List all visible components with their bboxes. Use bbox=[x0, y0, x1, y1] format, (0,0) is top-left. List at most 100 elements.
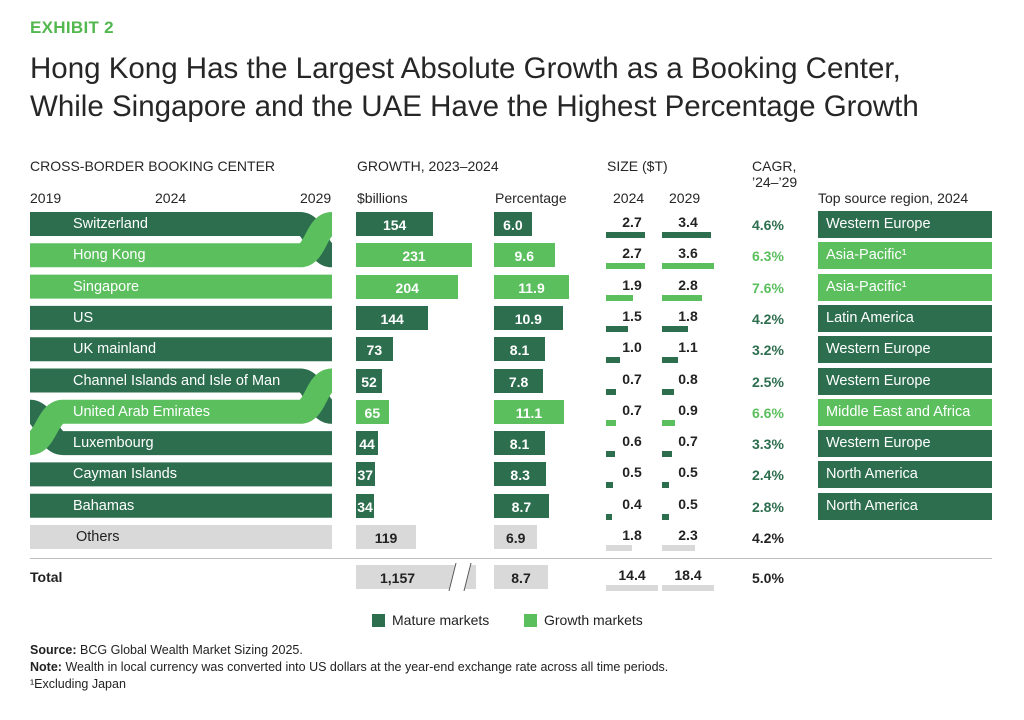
growth-pct-label-channel-islands-and-isle-of-man: 7.8 bbox=[508, 373, 529, 390]
growth-pct-bar-cayman-islands bbox=[494, 462, 547, 487]
year-2029-label: 2029 bbox=[300, 190, 332, 206]
region-box-us: Latin America bbox=[818, 304, 992, 332]
center-label-channel-islands-and-isle-of-man: Channel Islands and Isle of Man bbox=[73, 372, 281, 389]
cagr-value-cayman-islands: 2.4% bbox=[752, 467, 784, 484]
growth-billions-label-us: 144 bbox=[380, 310, 404, 327]
exhibit-label: EXHIBIT 2 bbox=[30, 18, 114, 37]
size-2029-bar-cayman-islands bbox=[662, 482, 670, 489]
size-2029-label: 2029 bbox=[669, 190, 701, 206]
total-billions-bar-left bbox=[356, 565, 460, 589]
region-box-singapore: Asia-Pacific¹ bbox=[818, 273, 992, 301]
growth-billions-bar-others bbox=[356, 525, 416, 549]
growth-pct-bar-us bbox=[494, 305, 563, 330]
size-2029-value-switzerland: 3.4 bbox=[678, 214, 698, 230]
center-label-switzerland: Switzerland bbox=[73, 216, 148, 232]
note-text: Wealth in local currency was converted i… bbox=[65, 660, 669, 674]
growth-billions-bar-us bbox=[356, 305, 429, 330]
header-cagr-line-2: ’24–’29 bbox=[752, 174, 798, 190]
size-2029-value-luxembourg: 0.7 bbox=[678, 433, 698, 450]
year-2019-label: 2019 bbox=[30, 190, 62, 206]
region-box-luxembourg: Western Europe bbox=[818, 430, 992, 458]
center-label-others: Others bbox=[76, 529, 120, 545]
growth-pct-label-united-arab-emirates: 11.1 bbox=[515, 404, 543, 421]
growth-billions-label-switzerland: 154 bbox=[382, 217, 407, 233]
center-label-uk-mainland: UK mainland bbox=[73, 341, 157, 358]
growth-billions-bar-switzerland bbox=[356, 212, 434, 236]
cagr-value-luxembourg: 3.3% bbox=[752, 436, 784, 453]
header-size: SIZE ($T) bbox=[607, 158, 668, 174]
region-box-cayman-islands: North America bbox=[818, 461, 992, 489]
growth-billions-bar-united-arab-emirates bbox=[356, 399, 389, 424]
growth-billions-bar-uk-mainland bbox=[356, 337, 393, 362]
size-2024-bar-us bbox=[606, 325, 628, 332]
header-cagr-line-1: CAGR, bbox=[752, 158, 797, 174]
size-2024-value-luxembourg: 0.6 bbox=[622, 433, 642, 450]
growth-pct-bar-switzerland bbox=[494, 212, 532, 236]
rank-ribbon-united-arab-emirates bbox=[27, 368, 335, 456]
center-label-cayman-islands: Cayman Islands bbox=[73, 466, 177, 483]
source-text: BCG Global Wealth Market Sizing 2025. bbox=[80, 643, 303, 657]
center-label-bahamas: Bahamas bbox=[73, 497, 135, 514]
growth-billions-label-hong-kong: 231 bbox=[402, 248, 426, 265]
legend-growth-swatch bbox=[524, 614, 537, 627]
size-2024-bar-united-arab-emirates bbox=[606, 419, 617, 426]
billions-label: $billions bbox=[357, 190, 408, 206]
region-box-hong-kong: Asia-Pacific¹ bbox=[818, 242, 992, 270]
size-2024-bar-singapore bbox=[606, 294, 634, 301]
center-label-singapore: Singapore bbox=[73, 278, 140, 295]
note-line: Note: Wealth in local currency was conve… bbox=[30, 660, 668, 674]
size-2024-bar-uk-mainland bbox=[606, 357, 621, 364]
size-2029-bar-united-arab-emirates bbox=[662, 419, 675, 426]
footnote: ¹Excluding Japan bbox=[30, 677, 126, 691]
size-2024-bar-switzerland bbox=[606, 232, 645, 238]
growth-pct-label-bahamas: 8.7 bbox=[511, 498, 532, 515]
size-2024-bar-luxembourg bbox=[606, 451, 615, 458]
region-box-switzerland: Western Europe bbox=[818, 211, 992, 238]
growth-billions-label-others: 119 bbox=[374, 530, 398, 546]
growth-billions-label-bahamas: 34 bbox=[357, 498, 373, 515]
size-2024-bar-others bbox=[606, 545, 632, 551]
cagr-value-hong-kong: 6.3% bbox=[752, 248, 784, 265]
size-2029-value-bahamas: 0.5 bbox=[678, 495, 698, 512]
growth-pct-label-singapore: 11.9 bbox=[518, 279, 545, 296]
size-2029-bar-others bbox=[662, 545, 696, 551]
growth-billions-label-united-arab-emirates: 65 bbox=[364, 404, 381, 421]
region-header: Top source region, 2024 bbox=[818, 190, 969, 206]
total-pct-bar bbox=[494, 565, 548, 589]
growth-billions-label-luxembourg: 44 bbox=[359, 436, 375, 453]
size-2024-value-others: 1.8 bbox=[622, 527, 642, 543]
size-2029-bar-channel-islands-and-isle-of-man bbox=[662, 388, 674, 395]
size-2029-bar-switzerland bbox=[662, 232, 712, 238]
legend-mature-swatch bbox=[372, 614, 385, 627]
size-2029-value-hong-kong: 3.6 bbox=[678, 245, 698, 262]
size-2024-value-singapore: 1.9 bbox=[622, 276, 642, 293]
growth-billions-bar-luxembourg bbox=[356, 431, 379, 456]
total-divider bbox=[30, 558, 992, 559]
source-line: Source: BCG Global Wealth Market Sizing … bbox=[30, 643, 303, 657]
total-size-2024-bar bbox=[606, 585, 658, 591]
total-size-2029-value: 18.4 bbox=[674, 567, 702, 583]
year-2024-label: 2024 bbox=[155, 190, 187, 206]
rank-ribbon-others bbox=[30, 525, 332, 549]
growth-billions-label-channel-islands-and-isle-of-man: 52 bbox=[361, 373, 377, 390]
center-label-luxembourg: Luxembourg bbox=[73, 435, 154, 452]
note-label: Note: bbox=[30, 660, 62, 674]
growth-billions-bar-channel-islands-and-isle-of-man bbox=[356, 368, 383, 393]
size-2029-bar-luxembourg bbox=[662, 451, 673, 458]
growth-pct-label-others: 6.9 bbox=[506, 530, 526, 546]
growth-pct-label-uk-mainland: 8.1 bbox=[509, 342, 530, 359]
growth-pct-bar-luxembourg bbox=[494, 431, 546, 456]
size-2029-bar-us bbox=[662, 325, 688, 332]
growth-pct-label-luxembourg: 8.1 bbox=[509, 436, 530, 453]
size-2029-value-singapore: 2.8 bbox=[678, 276, 698, 293]
header-growth: GROWTH, 2023–2024 bbox=[357, 158, 499, 174]
size-2024-value-united-arab-emirates: 0.7 bbox=[622, 401, 642, 418]
source-label: Source: bbox=[30, 643, 77, 657]
total-size-2024-value: 14.4 bbox=[618, 567, 646, 583]
total-billions-label: 1,157 bbox=[380, 570, 416, 586]
region-box-united-arab-emirates: Middle East and Africa bbox=[818, 398, 992, 426]
total-size-2029-bar bbox=[662, 585, 714, 591]
size-2024-bar-cayman-islands bbox=[606, 482, 614, 489]
cagr-value-singapore: 7.6% bbox=[752, 279, 784, 296]
